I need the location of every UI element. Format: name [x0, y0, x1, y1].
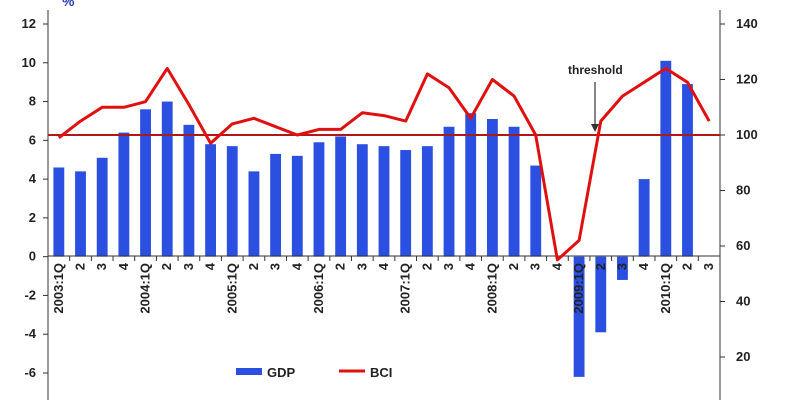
gdp-bar — [530, 165, 542, 257]
left-tick-label: 12 — [22, 16, 36, 31]
right-tick-label: 100 — [736, 127, 758, 142]
gdp-bar — [140, 109, 151, 257]
gdp-bar — [270, 153, 282, 257]
category-tick-label: 2 — [246, 263, 261, 270]
gdp-bars — [53, 60, 693, 377]
category-tick-label: 2 — [159, 263, 174, 270]
category-tick-label: 2 — [506, 263, 521, 270]
gdp-bar — [573, 256, 585, 377]
left-tick-label: 10 — [22, 55, 36, 70]
category-tick-label: 2008:1Q — [484, 263, 499, 314]
category-tick-label: 2 — [73, 263, 88, 270]
left-tick-label: 8 — [29, 94, 36, 109]
gdp-bar — [638, 179, 650, 257]
gdp-bar — [226, 146, 238, 257]
right-tick-label: 40 — [736, 294, 750, 309]
category-tick-label: 4 — [463, 262, 478, 270]
category-tick-label: 4 — [203, 262, 218, 270]
category-tick-label: 2 — [593, 263, 608, 270]
category-tick-label: 3 — [701, 263, 716, 270]
category-tick-label: 4 — [549, 262, 564, 270]
gdp-bar — [118, 132, 130, 257]
right-tick-label: 60 — [736, 238, 750, 253]
gdp-bar — [443, 126, 455, 257]
category-tick-label: 2003:1Q — [51, 263, 66, 314]
category-tick-label: 3 — [354, 263, 369, 270]
gdp-bar — [205, 144, 216, 257]
right-tick-label: 120 — [736, 72, 758, 87]
axes — [47, 10, 721, 400]
gdp-bar — [96, 157, 108, 257]
category-tick-label: 3 — [528, 263, 543, 270]
category-tick-label: 3 — [94, 263, 109, 270]
gdp-bar — [75, 171, 86, 257]
category-tick-label: 2 — [333, 263, 348, 270]
left-tick-label: 0 — [29, 249, 36, 264]
gdp-bar — [335, 136, 347, 257]
left-tick-label: -2 — [24, 287, 36, 302]
gdp-bar — [313, 142, 325, 257]
unit-label: % — [62, 0, 75, 9]
gdp-bar — [465, 113, 477, 257]
left-axis-ticks: -6 -4 -2 0 2 4 6 8 10 12 — [22, 16, 48, 380]
gdp-bar — [161, 101, 173, 257]
bci-line-path — [57, 66, 711, 262]
gdp-bar — [53, 167, 65, 257]
gdp-bar — [183, 124, 195, 257]
gdp-bar — [378, 146, 390, 257]
category-tick-label: 3 — [268, 263, 283, 270]
category-tick-label: 2009:1Q — [571, 263, 586, 314]
gdp-bar — [248, 171, 260, 257]
gdp-bar — [486, 119, 498, 257]
category-tick-label: 3 — [614, 263, 629, 270]
category-tick-label: 4 — [636, 262, 651, 270]
threshold-arrow-head — [591, 124, 599, 132]
category-tick-label: 2 — [419, 263, 434, 270]
legend-gdp-label: GDP — [267, 365, 296, 380]
legend-bci-label: BCI — [370, 365, 392, 380]
bci-line — [57, 66, 711, 262]
threshold-label: threshold — [568, 63, 623, 77]
gdp-bar — [356, 144, 368, 257]
gdp-bar — [595, 256, 607, 333]
category-tick-label: 4 — [376, 262, 391, 270]
right-tick-label: 140 — [736, 16, 758, 31]
left-tick-label: 2 — [29, 210, 36, 225]
category-tick-label: 2005:1Q — [224, 263, 239, 314]
gdp-bar — [617, 256, 628, 280]
left-tick-label: -4 — [24, 326, 36, 341]
left-tick-label: 4 — [29, 171, 37, 186]
threshold-annotation: threshold — [568, 63, 623, 132]
category-tick-label: 4 — [116, 262, 131, 270]
category-tick-label: 2004:1Q — [138, 263, 153, 314]
category-tick-label: 2006:1Q — [311, 263, 326, 314]
legend-gdp-swatch — [236, 368, 262, 375]
gdp-bar — [400, 150, 412, 257]
right-tick-label: 20 — [736, 349, 750, 364]
right-tick-label: 80 — [736, 183, 750, 198]
gdp-bar — [291, 155, 303, 257]
legend: GDP BCI — [236, 365, 392, 380]
category-tick-label: 2007:1Q — [398, 263, 413, 314]
category-tick-label: 3 — [441, 263, 456, 270]
gdp-bar — [508, 126, 520, 257]
gdp-bar — [682, 84, 693, 257]
right-axis-ticks: 20 40 60 80 100 120 140 — [720, 16, 758, 364]
gdp-bar — [421, 146, 433, 257]
category-tick-label: 4 — [289, 262, 304, 270]
category-tick-label: 2 — [679, 263, 694, 270]
category-tick-label: 2010:1Q — [658, 263, 673, 314]
gdp-bar — [660, 60, 672, 257]
left-tick-label: -6 — [24, 365, 36, 380]
category-tick-label: 3 — [181, 263, 196, 270]
category-ticks: 2003:1Q 2 3 4 2004:1Q 2 3 4 2005:1Q 2 3 4 2006:1Q 2 3 4… — [47, 256, 721, 314]
left-tick-label: 6 — [29, 132, 36, 147]
